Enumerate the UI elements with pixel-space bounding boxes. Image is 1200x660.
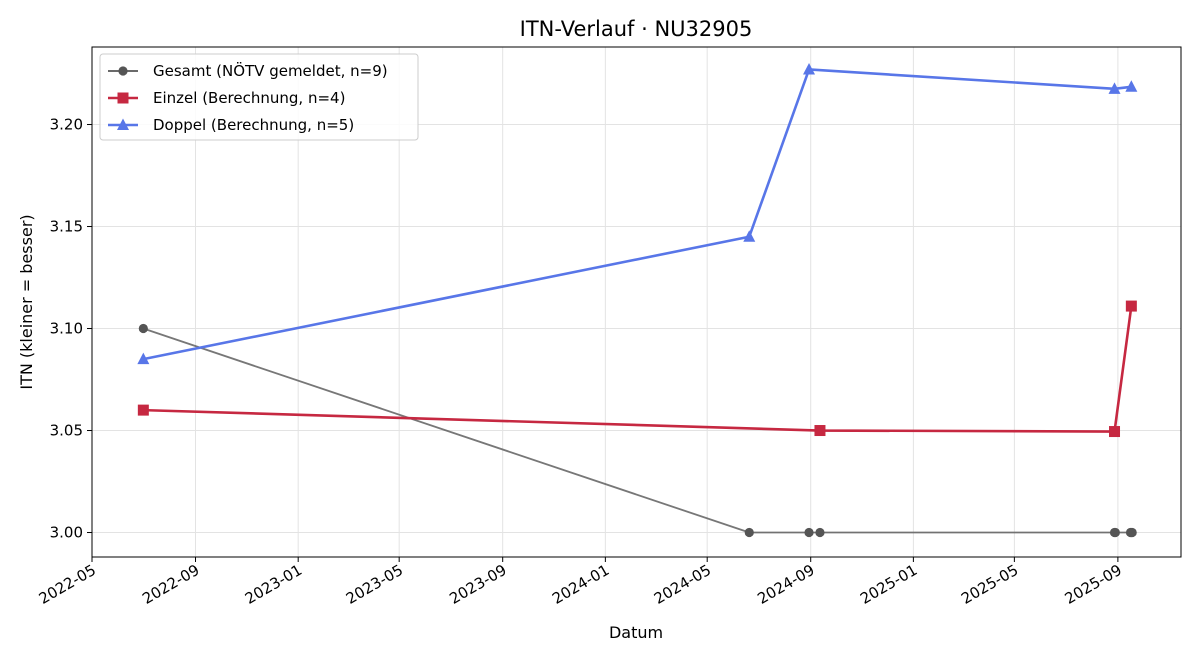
data-point bbox=[1125, 300, 1137, 312]
legend-label: Doppel (Berechnung, n=5) bbox=[153, 116, 354, 134]
plot-frame bbox=[91, 46, 1182, 558]
data-point bbox=[1110, 527, 1120, 538]
data-point bbox=[137, 404, 149, 416]
y-tick-label: 3.20 bbox=[50, 116, 83, 134]
legend: Gesamt (NÖTV gemeldet, n=9) Einzel (Berec… bbox=[99, 53, 419, 141]
x-tick-label: 2025-09 bbox=[1062, 561, 1125, 608]
series-1 bbox=[138, 323, 1137, 538]
series-line bbox=[143, 305, 1133, 433]
legend-label: Einzel (Berechnung, n=4) bbox=[153, 89, 345, 107]
y-tick-label: 3.15 bbox=[50, 218, 83, 236]
data-point bbox=[1125, 80, 1138, 92]
y-tick-label: 3.10 bbox=[50, 320, 83, 338]
data-point bbox=[1127, 527, 1137, 538]
data-point bbox=[744, 527, 754, 538]
x-tick-label: 2023-05 bbox=[343, 561, 406, 608]
y-tick-label: 3.00 bbox=[50, 524, 83, 542]
chart-title: ITN-Verlauf · NU32905 bbox=[520, 17, 753, 41]
legend-box bbox=[99, 53, 419, 141]
x-tick-label: 2024-05 bbox=[651, 561, 714, 608]
data-point bbox=[743, 230, 756, 242]
data-point bbox=[137, 352, 150, 365]
x-tick-label: 2024-01 bbox=[549, 561, 612, 608]
data-point bbox=[1108, 82, 1121, 94]
data-point bbox=[814, 425, 826, 437]
x-tick-label: 2025-05 bbox=[958, 561, 1021, 608]
x-tick-label: 2023-09 bbox=[446, 561, 509, 608]
data-point bbox=[1109, 426, 1121, 438]
x-tick-label: 2025-01 bbox=[857, 561, 920, 608]
x-tick-label: 2023-01 bbox=[242, 561, 305, 608]
x-tick-label: 2022-05 bbox=[36, 561, 99, 608]
y-axis-label: ITN (kleiner = besser) bbox=[17, 214, 36, 389]
legend-marker bbox=[117, 118, 129, 130]
data-point bbox=[803, 62, 816, 75]
x-tick-label: 2022-09 bbox=[139, 561, 202, 608]
series-3 bbox=[137, 62, 1138, 365]
x-axis-label: Datum bbox=[609, 623, 663, 642]
legend-marker bbox=[118, 66, 128, 76]
series-2 bbox=[137, 300, 1137, 438]
x-tick-label: 2024-09 bbox=[754, 561, 817, 608]
data-point bbox=[138, 323, 148, 334]
legend-marker bbox=[117, 92, 129, 104]
series-layer bbox=[137, 62, 1138, 538]
data-point bbox=[804, 527, 814, 538]
axes: 3.00 3.05 3.10 3.15 3.20 2022-05 2022-09 2023-0… bbox=[36, 116, 1125, 608]
data-point bbox=[815, 527, 825, 538]
legend-label: Gesamt (NÖTV gemeldet, n=9) bbox=[153, 61, 388, 80]
y-tick-label: 3.05 bbox=[50, 422, 83, 440]
